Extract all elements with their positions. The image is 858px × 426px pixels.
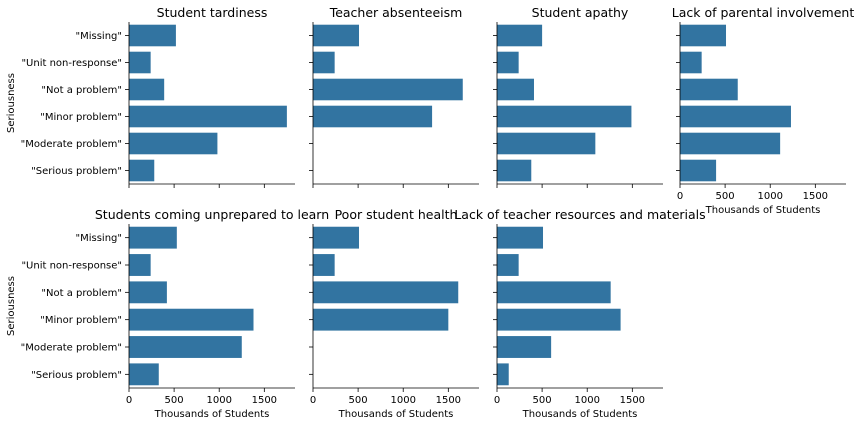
bar [497,308,621,331]
category-label: "Missing" [76,233,123,244]
bar [497,363,509,386]
bar [680,51,702,74]
bar [129,254,151,276]
bar [497,51,519,74]
x-tick-label: 1000 [574,395,599,406]
bar [129,105,287,128]
bar [313,226,360,249]
category-label: "Minor problem" [40,112,122,123]
bar [497,24,543,47]
panel-title: Lack of teacher resources and materials [454,207,705,222]
category-label: "Moderate problem" [21,139,122,150]
panel-title: Lack of parental involvement [672,5,855,20]
bar [497,78,534,101]
bar [129,159,155,182]
category-label: "Moderate problem" [21,343,122,354]
y-axis-label: Seriousness [6,276,17,336]
bar [129,24,176,47]
x-tick-label: 0 [677,191,683,202]
category-label: "Serious problem" [31,166,122,177]
panel-title: Student apathy [532,5,629,20]
panel-title: Student tardiness [157,5,268,20]
panel-title: Teacher absenteeism [329,5,463,20]
x-axis-label: Thousands of Students [154,409,270,420]
panel-title: Students coming unprepared to learn [95,207,329,222]
x-tick-label: 0 [494,395,500,406]
bar [497,159,532,182]
x-axis-label: Thousands of Students [705,205,821,216]
category-label: "Not a problem" [41,85,122,96]
bar [129,132,218,155]
bar [680,132,781,155]
bar [129,51,151,74]
category-label: "Not a problem" [41,288,122,299]
bar [497,281,611,304]
x-tick-label: 1500 [252,395,277,406]
x-tick-label: 1500 [803,191,828,202]
category-label: "Unit non-response" [21,261,122,272]
bar [129,308,254,331]
x-tick-label: 500 [165,395,184,406]
x-tick-label: 1000 [206,395,231,406]
category-label: "Unit non-response" [21,58,122,69]
x-tick-label: 0 [126,395,132,406]
bar [497,105,632,128]
bar [680,105,791,128]
panel-title: Poor student health [335,207,458,222]
bar [497,336,552,358]
bar [129,336,242,358]
x-tick-label: 500 [349,395,368,406]
bar [313,254,335,276]
bar [129,226,177,249]
bar [680,159,717,182]
bar [497,132,596,155]
x-axis-label: Thousands of Students [338,409,454,420]
x-tick-label: 0 [310,395,316,406]
x-tick-label: 500 [533,395,552,406]
x-tick-label: 1500 [620,395,645,406]
bar [129,363,159,386]
bar [680,78,738,101]
bar [129,281,167,304]
x-axis-label: Thousands of Students [522,409,638,420]
bar [497,254,519,276]
category-label: "Minor problem" [40,315,122,326]
bar [313,105,433,128]
bar [129,78,165,101]
bar [680,24,727,47]
x-tick-label: 1000 [390,395,415,406]
bar [313,308,449,331]
bar [497,226,544,249]
x-tick-label: 1000 [757,191,782,202]
bar [313,51,335,74]
x-tick-label: 1500 [436,395,461,406]
y-axis-label: Seriousness [6,73,17,133]
x-tick-label: 500 [716,191,735,202]
category-label: "Missing" [76,31,123,42]
category-label: "Serious problem" [31,370,122,381]
bar [313,78,463,101]
bar [313,281,459,304]
bar [313,24,360,47]
